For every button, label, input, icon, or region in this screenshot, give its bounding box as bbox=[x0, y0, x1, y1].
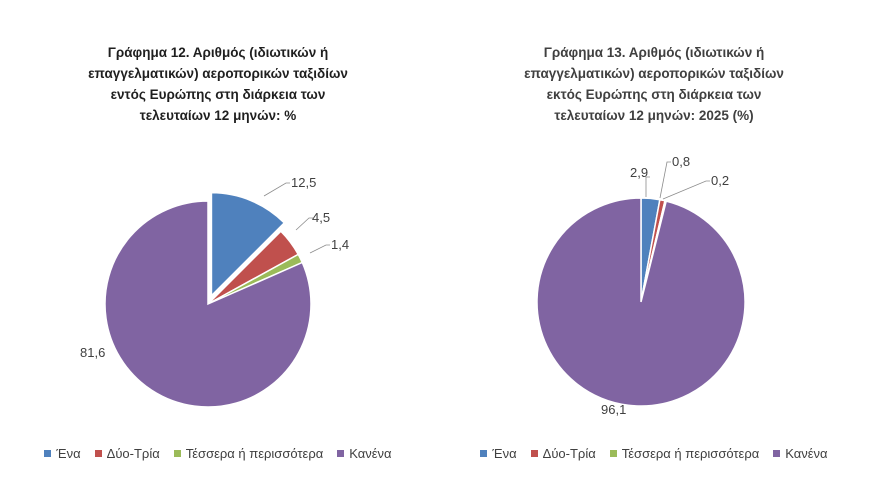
legend-swatch bbox=[173, 450, 181, 457]
legend-item-kanena: Κανένα bbox=[337, 446, 392, 461]
chart-12-panel: Γράφημα 12. Αριθμός (ιδιωτικών ή επαγγελ… bbox=[0, 42, 436, 461]
chart-12-title-line: εντός Ευρώπης στη διάρκεια των bbox=[110, 87, 326, 102]
chart-13-title-line: εκτός Ευρώπης στη διάρκεια των bbox=[546, 87, 762, 102]
legend-swatch bbox=[337, 450, 345, 457]
leader-line-1 bbox=[295, 217, 313, 231]
chart-12-title: Γράφημα 12. Αριθμός (ιδιωτικών ή επαγγελ… bbox=[0, 42, 436, 126]
chart-13-panel: Γράφημα 13. Αριθμός (ιδιωτικών ή επαγγελ… bbox=[436, 0, 872, 500]
legend-label: Δύο-Τρία bbox=[542, 446, 596, 461]
data-label-1: 4,5 bbox=[312, 210, 330, 225]
legend-item-ena: Ένα bbox=[480, 446, 517, 461]
data-label-1: 0,8 bbox=[672, 154, 690, 169]
legend-label: Τέσσερα ή περισσότερα bbox=[621, 446, 760, 461]
chart-12-legend: Ένα Δύο-Τρία Τέσσερα ή περισσότερα Κανέν… bbox=[0, 446, 436, 461]
legend-swatch bbox=[773, 450, 781, 457]
legend-swatch bbox=[44, 450, 52, 457]
legend-item-dyo-tria: Δύο-Τρία bbox=[530, 446, 596, 461]
legend-item-tessera: Τέσσερα ή περισσότερα bbox=[609, 446, 760, 461]
leader-line-0 bbox=[263, 182, 290, 197]
pie-slice-3 bbox=[536, 197, 746, 407]
data-label-0: 2,9 bbox=[630, 165, 648, 180]
legend-label: Τέσσερα ή περισσότερα bbox=[185, 446, 324, 461]
legend-swatch bbox=[530, 450, 538, 457]
legend-swatch bbox=[480, 450, 488, 457]
pie-slice-0 bbox=[210, 191, 286, 298]
chart-13-title: Γράφημα 13. Αριθμός (ιδιωτικών ή επαγγελ… bbox=[436, 42, 872, 126]
chart-12-pie: 12,5 4,51,4 81,6 bbox=[80, 175, 349, 408]
chart-13-title-line: επαγγελματικών) αεροπορικών ταξιδίων bbox=[524, 66, 784, 81]
legend-item-kanena: Κανένα bbox=[773, 446, 828, 461]
data-label-2: 0,2 bbox=[711, 173, 729, 188]
legend-item-tessera: Τέσσερα ή περισσότερα bbox=[173, 446, 324, 461]
chart-13-title-line: Γράφημα 13. Αριθμός (ιδιωτικών ή bbox=[543, 45, 765, 60]
leader-line-2 bbox=[309, 244, 330, 254]
legend-label: Κανένα bbox=[785, 446, 828, 461]
data-label-2: 1,4 bbox=[331, 237, 349, 252]
legend-swatch bbox=[609, 450, 617, 457]
data-label-3: 96,1 bbox=[601, 402, 626, 417]
leader-line-0 bbox=[645, 176, 650, 197]
chart-12-title-line: επαγγελματικών) αεροπορικών ταξιδίων bbox=[88, 66, 348, 81]
data-label-3: 81,6 bbox=[80, 345, 105, 360]
chart-13-legend: Ένα Δύο-Τρία Τέσσερα ή περισσότερα Κανέν… bbox=[436, 446, 872, 461]
pie-slice-3 bbox=[104, 200, 312, 408]
chart-12-title-line: τελευταίων 12 μηνών: % bbox=[139, 108, 297, 123]
legend-label: Δύο-Τρία bbox=[106, 446, 160, 461]
leader-line-2 bbox=[662, 180, 710, 200]
legend-label: Ένα bbox=[56, 446, 81, 461]
legend-swatch bbox=[94, 450, 102, 457]
legend-item-ena: Ένα bbox=[44, 446, 81, 461]
legend-label: Ένα bbox=[492, 446, 517, 461]
legend-label: Κανένα bbox=[349, 446, 392, 461]
data-label-0: 12,5 bbox=[291, 175, 316, 190]
leader-line-1 bbox=[659, 161, 671, 199]
legend-item-dyo-tria: Δύο-Τρία bbox=[94, 446, 160, 461]
chart-13-pie: 2,9 0,8 0,2 96,1 bbox=[536, 154, 746, 417]
chart-12-title-line: Γράφημα 12. Αριθμός (ιδιωτικών ή bbox=[107, 45, 329, 60]
chart-13-title-line: τελευταίων 12 μηνών: 2025 (%) bbox=[554, 108, 754, 123]
